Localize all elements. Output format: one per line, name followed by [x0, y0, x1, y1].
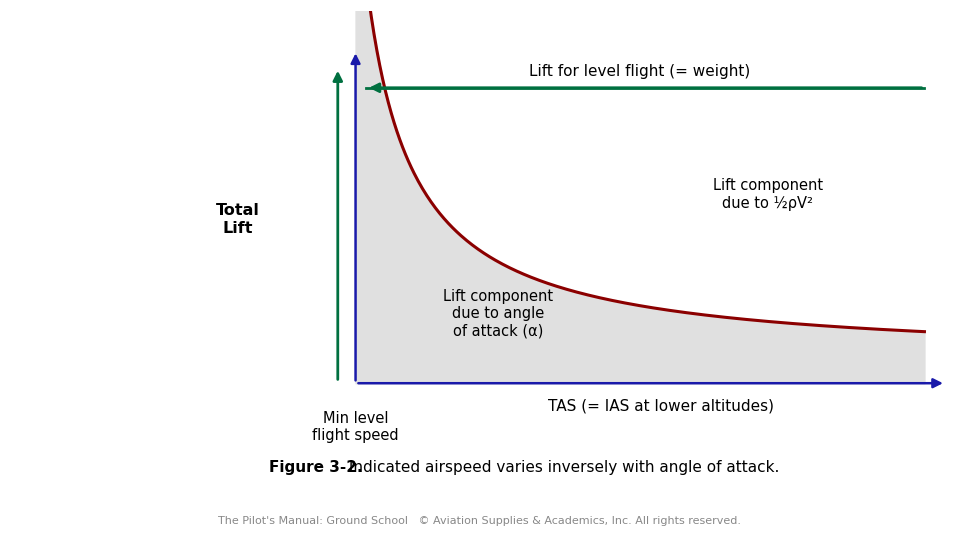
Text: Lift for level flight (= weight): Lift for level flight (= weight): [529, 64, 751, 79]
Text: Lift component
due to angle
of attack (α): Lift component due to angle of attack (α…: [443, 289, 553, 339]
Text: TAS (= IAS at lower altitudes): TAS (= IAS at lower altitudes): [548, 398, 775, 413]
Text: Figure 3-2.: Figure 3-2.: [269, 460, 363, 475]
Text: Min level
flight speed: Min level flight speed: [312, 410, 398, 443]
Text: The Pilot's Manual: Ground School   © Aviation Supplies & Academics, Inc. All ri: The Pilot's Manual: Ground School © Avia…: [219, 516, 741, 526]
Text: Total
Lift: Total Lift: [216, 203, 260, 235]
Text: Lift component
due to ½ρV²: Lift component due to ½ρV²: [713, 178, 823, 211]
Text: Indicated airspeed varies inversely with angle of attack.: Indicated airspeed varies inversely with…: [344, 460, 780, 475]
